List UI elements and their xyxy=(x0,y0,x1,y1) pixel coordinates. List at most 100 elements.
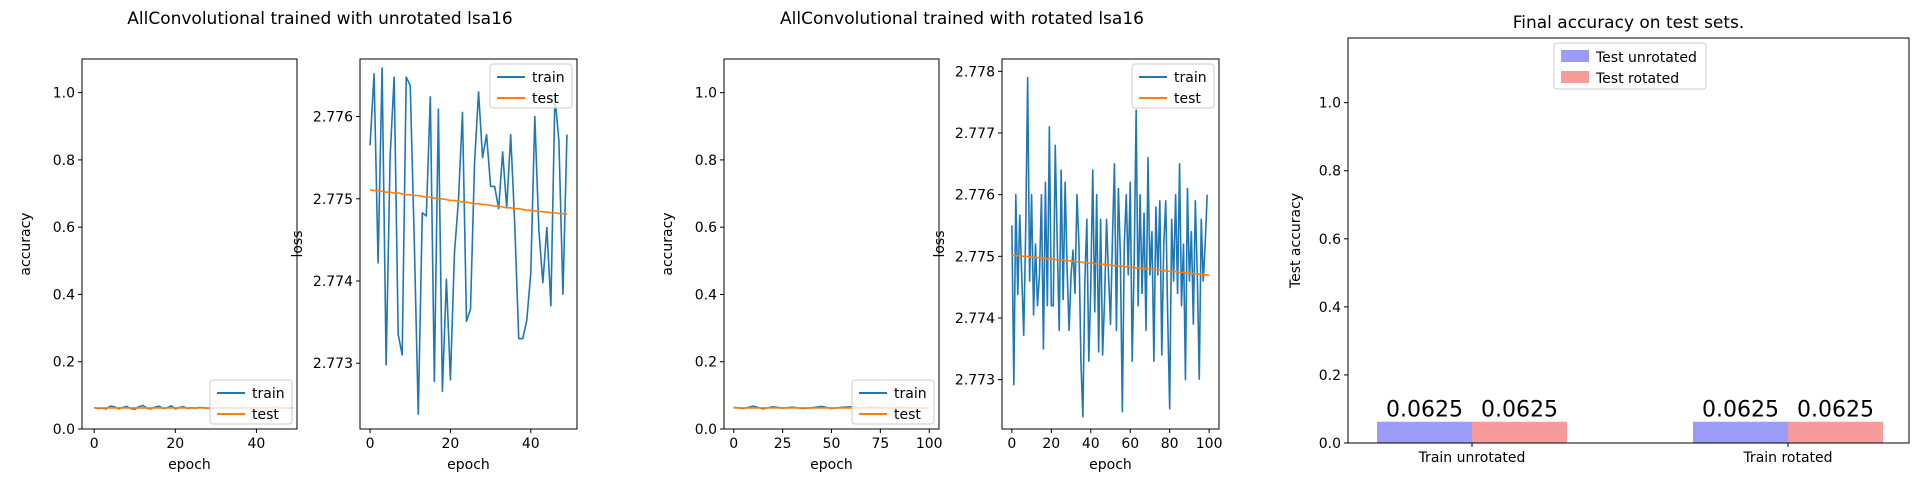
series-line-test xyxy=(1011,254,1210,277)
x-tick-label: 25 xyxy=(774,436,792,452)
x-tick-label: 0 xyxy=(90,436,99,452)
legend: train test xyxy=(489,63,573,109)
y-tick-label: 2.774 xyxy=(313,274,353,290)
y-tick-label: 2.777 xyxy=(955,126,995,142)
y-tick-label: 0.2 xyxy=(1319,368,1341,384)
y-tick-label: 2.775 xyxy=(313,192,353,208)
legend: train test xyxy=(209,379,293,425)
x-tick-label: 50 xyxy=(823,436,841,452)
legend: Test unrotated Test rotated xyxy=(1553,42,1707,90)
panel-accuracy: 0 20 40 0.0 0.2 0.4 0.6 0.8 1.0 epoch accuracy trai… xyxy=(18,58,298,473)
x-axis-label: epoch xyxy=(447,457,490,473)
y-tick-label: 0.6 xyxy=(1319,232,1341,248)
chart-title: AllConvolutional trained with rotated ls… xyxy=(780,9,1144,29)
y-tick-label: 2.775 xyxy=(955,249,995,265)
bar-value-label: 0.0625 xyxy=(1481,398,1558,423)
y-tick-label: 2.774 xyxy=(955,311,995,327)
y-tick-label: 0.0 xyxy=(1319,436,1341,452)
panel-accuracy: 0 25 50 75 100 0.0 0.2 0.4 0.6 0.8 1.0 epoch accurac… xyxy=(660,58,943,473)
legend-label: test xyxy=(894,407,921,423)
y-tick-label: 1.0 xyxy=(53,86,75,102)
series-line-train xyxy=(1011,76,1208,418)
x-tick-label: Train rotated xyxy=(1742,450,1832,466)
y-tick-label: 0.4 xyxy=(53,287,75,303)
x-axis-label: epoch xyxy=(168,457,211,473)
x-tick-label: 0 xyxy=(1007,436,1016,452)
y-tick-label: 0.8 xyxy=(695,153,717,169)
x-tick-label: 100 xyxy=(916,436,943,452)
x-tick-label: Train unrotated xyxy=(1418,450,1526,466)
x-tick-label: 0 xyxy=(729,436,738,452)
panel-loss: 0 20 402.7732.7742.7752.776epochlosstraint… xyxy=(290,58,578,473)
legend-label: Test unrotated xyxy=(1595,50,1697,66)
y-tick-label: 1.0 xyxy=(695,86,717,102)
bar-test-rotated xyxy=(1788,421,1883,443)
y-tick-label: 0.6 xyxy=(53,220,75,236)
series-line-train xyxy=(369,67,568,416)
y-tick-label: 2.773 xyxy=(955,373,995,389)
y-tick-label: 0.0 xyxy=(53,422,75,438)
x-tick-label: 20 xyxy=(1042,436,1060,452)
y-tick-label: 0.8 xyxy=(1319,164,1341,180)
legend-frame xyxy=(1553,42,1707,90)
legend-label: test xyxy=(252,407,279,423)
bar-test-unrotated xyxy=(1377,421,1472,443)
y-tick-label: 0.2 xyxy=(53,355,75,371)
y-axis-label: accuracy xyxy=(18,212,34,275)
x-tick-label: 100 xyxy=(1196,436,1223,452)
legend-label: train xyxy=(894,386,927,402)
plot-frame xyxy=(1347,37,1910,444)
plot-frame xyxy=(1001,58,1220,430)
legend: train test xyxy=(1131,63,1215,109)
y-tick-label: 2.776 xyxy=(313,110,353,126)
y-axis-label: Test accuracy xyxy=(1288,193,1304,289)
x-tick-label: 0 xyxy=(366,436,375,452)
y-tick-label: 0.2 xyxy=(695,355,717,371)
x-tick-label: 40 xyxy=(248,436,266,452)
chart-title: AllConvolutional trained with unrotated … xyxy=(127,9,512,29)
y-tick-label: 0.0 xyxy=(695,422,717,438)
x-tick-label: 20 xyxy=(166,436,184,452)
y-tick-label: 0.8 xyxy=(53,153,75,169)
y-tick-label: 0.6 xyxy=(695,220,717,236)
bar-chart: 0.0625 0.0625 Train unrotated 0.0625 0.0625 T… xyxy=(1288,13,1910,466)
plot-frame xyxy=(81,58,298,430)
y-tick-label: 2.776 xyxy=(955,188,995,204)
x-axis-label: epoch xyxy=(1089,457,1132,473)
x-tick-label: 60 xyxy=(1121,436,1139,452)
y-tick-label: 1.0 xyxy=(1319,96,1341,112)
bar-value-label: 0.0625 xyxy=(1797,398,1874,423)
y-axis-label: loss xyxy=(290,230,306,257)
legend-label: test xyxy=(1174,91,1201,107)
x-tick-label: 20 xyxy=(442,436,460,452)
x-axis-label: epoch xyxy=(810,457,853,473)
legend-label: test xyxy=(532,91,559,107)
y-axis-label: accuracy xyxy=(660,212,676,275)
legend: train test xyxy=(851,379,935,425)
x-tick-label: 80 xyxy=(1161,436,1179,452)
y-axis-label: loss xyxy=(932,230,948,257)
y-tick-label: 0.4 xyxy=(1319,300,1341,316)
plot-frame xyxy=(359,58,578,430)
series-line-test xyxy=(369,188,568,216)
bar-test-unrotated xyxy=(1693,421,1788,443)
legend-label: Test rotated xyxy=(1595,71,1679,87)
plot-frame xyxy=(723,58,940,430)
bar-value-label: 0.0625 xyxy=(1702,398,1779,423)
x-tick-label: 40 xyxy=(522,436,540,452)
panel-loss: 0 20 40 60 80 100 2.773 2.774 2.775 2.776 2.777 2.7… xyxy=(932,58,1223,473)
legend-swatch xyxy=(1561,71,1589,83)
legend-label: train xyxy=(252,386,285,402)
y-tick-label: 2.778 xyxy=(955,64,995,80)
x-tick-label: 75 xyxy=(871,436,889,452)
y-tick-label: 2.773 xyxy=(313,356,353,372)
chart-title: Final accuracy on test sets. xyxy=(1513,13,1745,33)
legend-label: train xyxy=(532,70,565,86)
y-tick-label: 0.4 xyxy=(695,287,717,303)
legend-label: train xyxy=(1174,70,1207,86)
x-tick-label: 40 xyxy=(1082,436,1100,452)
bar-test-rotated xyxy=(1472,421,1567,443)
bar-value-label: 0.0625 xyxy=(1386,398,1463,423)
legend-swatch xyxy=(1561,50,1589,62)
